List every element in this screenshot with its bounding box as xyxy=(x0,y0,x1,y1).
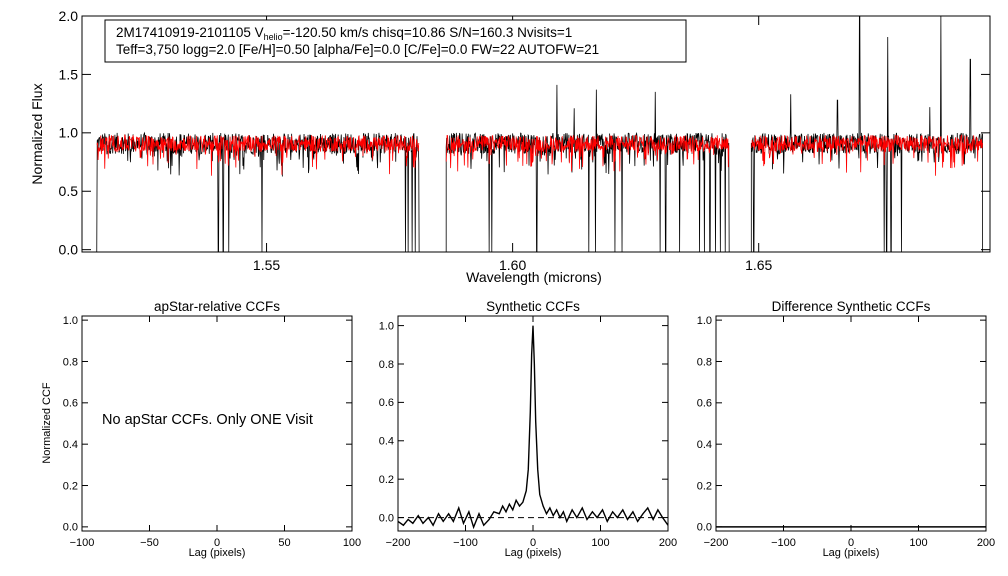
y-tick-label: 0.2 xyxy=(63,480,78,492)
x-tick-label: 0 xyxy=(530,537,536,549)
y-tick-label: 0.4 xyxy=(63,439,78,451)
y-tick-label: 0.2 xyxy=(697,480,712,492)
spectrum-y-label: Normalized Flux xyxy=(29,83,45,184)
y-tick-label: 1.5 xyxy=(59,66,79,82)
y-tick-label: 1.0 xyxy=(63,315,78,327)
apstar-ccf-title: apStar-relative CCFs xyxy=(154,299,280,314)
y-tick-label: 1.0 xyxy=(697,315,712,327)
info-line-2: Teff=3,750 logg=2.0 [Fe/H]=0.50 [alpha/F… xyxy=(116,42,599,57)
x-tick-label: 0 xyxy=(848,537,854,549)
y-tick-label: 0.0 xyxy=(379,512,394,524)
y-tick-label: 0.8 xyxy=(379,359,394,371)
x-tick-label: −50 xyxy=(140,537,159,549)
x-tick-label: 200 xyxy=(977,537,995,549)
synthetic-ccf-title: Synthetic CCFs xyxy=(486,299,580,314)
apstar-ccf-x-label: Lag (pixels) xyxy=(189,547,246,559)
x-tick-label: 1.55 xyxy=(253,257,280,273)
y-tick-label: 0.2 xyxy=(379,474,394,486)
x-tick-label: −100 xyxy=(771,537,796,549)
synthetic-ccf-line xyxy=(397,325,669,530)
y-tick-label: 0.4 xyxy=(379,436,394,448)
spectrum-traces xyxy=(96,15,984,253)
difference-ccf-panel: −200 −100 0 100 200 0.0 0.2 0.4 0.6 0.8 1.0 Differ… xyxy=(697,299,995,559)
y-tick-label: 0.4 xyxy=(697,439,712,451)
x-tick-label: −200 xyxy=(386,537,411,549)
x-tick-label: 0 xyxy=(214,537,220,549)
y-tick-label: 0.6 xyxy=(379,397,394,409)
y-tick-label: 0.8 xyxy=(697,356,712,368)
y-tick-label: 2.0 xyxy=(59,8,79,24)
y-tick-label: 1.0 xyxy=(379,320,394,332)
apstar-ccf-y-label: Normalized CCF xyxy=(41,382,53,464)
spectrum-frame xyxy=(81,15,991,253)
x-tick-label: 1.65 xyxy=(745,257,772,273)
y-tick-label: 0.0 xyxy=(59,242,79,258)
x-tick-label: 100 xyxy=(343,537,361,549)
y-tick-label: 0.0 xyxy=(63,522,78,534)
y-tick-label: 0.6 xyxy=(63,398,78,410)
synthetic-spectrum-line xyxy=(96,134,420,176)
spectrum-x-label: Wavelength (microns) xyxy=(466,269,602,285)
apstar-ccf-ticks: −100 −50 0 50 100 0.0 0.2 0.4 0.6 0.8 1.0 xyxy=(63,315,361,549)
x-tick-label: −100 xyxy=(70,537,95,549)
y-tick-label: 0.8 xyxy=(63,356,78,368)
y-tick-label: 0.6 xyxy=(697,398,712,410)
x-tick-label: −100 xyxy=(453,537,478,549)
synthetic-ccf-x-label: Lag (pixels) xyxy=(505,547,562,559)
spectrum-panel: 1.55 1.60 1.65 0.0 0.5 1.0 1.5 2.0 2M17410919-2… xyxy=(29,8,991,285)
synthetic-ccf-panel: −200 −100 0 100 200 0.0 0.2 0.4 0.6 0.8 1.0 Synthe… xyxy=(379,299,677,559)
synthetic-spectrum-line xyxy=(445,134,730,172)
difference-ccf-x-label: Lag (pixels) xyxy=(823,547,880,559)
x-tick-label: 100 xyxy=(909,537,927,549)
info-box: 2M17410919-2101105 Vhelio=-120.50 km/s c… xyxy=(104,19,687,63)
x-tick-label: 1.60 xyxy=(499,257,526,273)
y-tick-label: 1.0 xyxy=(59,125,79,141)
synthetic-ccf-data xyxy=(397,325,669,530)
apstar-ccf-annotation: No apStar CCFs. Only ONE Visit xyxy=(102,412,313,428)
x-tick-label: 50 xyxy=(278,537,290,549)
info-line-1: 2M17410919-2101105 Vhelio=-120.50 km/s c… xyxy=(116,25,572,42)
y-tick-label: 0.5 xyxy=(59,183,79,199)
x-tick-label: 100 xyxy=(591,537,609,549)
apstar-ccf-panel: −100 −50 0 50 100 0.0 0.2 0.4 0.6 0.8 1.0 apStar-r… xyxy=(41,299,361,559)
synthetic-ccf-ticks: −200 −100 0 100 200 0.0 0.2 0.4 0.6 0.8 1.0 xyxy=(379,316,677,549)
x-tick-label: −200 xyxy=(704,537,729,549)
synthetic-spectrum-line xyxy=(750,134,983,176)
x-tick-label: 200 xyxy=(659,537,677,549)
difference-ccf-title: Difference Synthetic CCFs xyxy=(772,299,931,314)
difference-ccf-ticks: −200 −100 0 100 200 0.0 0.2 0.4 0.6 0.8 1.0 xyxy=(697,315,995,549)
y-tick-label: 0.0 xyxy=(697,522,712,534)
